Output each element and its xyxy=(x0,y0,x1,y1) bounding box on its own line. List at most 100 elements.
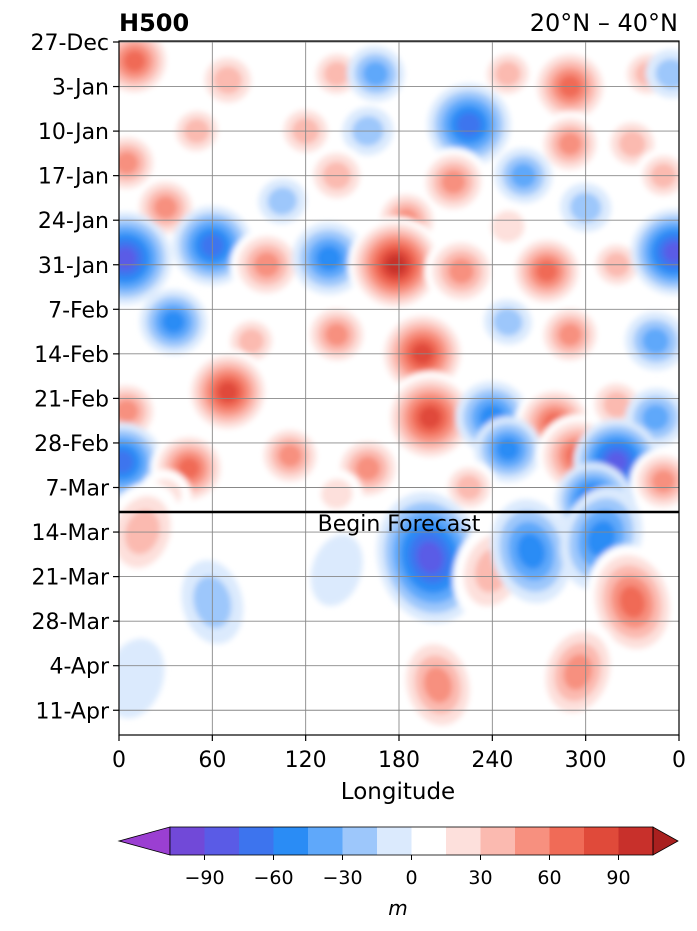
colorbar-segment xyxy=(618,827,654,855)
anomaly-contour xyxy=(493,308,523,336)
anomaly-cell xyxy=(480,200,536,253)
anomaly-contour xyxy=(119,151,139,175)
anomaly-contour xyxy=(310,534,363,606)
anomaly-cell xyxy=(508,233,586,309)
anomaly-contour xyxy=(362,61,389,87)
colorbar-tick-label: 60 xyxy=(537,867,561,889)
colorbar-segment xyxy=(446,827,481,855)
anomaly-contour xyxy=(321,478,353,509)
anomaly-contour xyxy=(119,450,134,474)
y-tick-label: 4-Apr xyxy=(49,655,109,680)
region-label: 20°N – 40°N xyxy=(530,9,678,37)
anomaly-contour xyxy=(324,61,350,87)
colorbar-segment xyxy=(411,827,447,855)
gridlines xyxy=(119,41,679,735)
colorbar-segment xyxy=(204,827,240,855)
anomaly-contour xyxy=(153,196,178,219)
anomaly-cell xyxy=(631,209,679,295)
anomaly-contour xyxy=(651,469,676,493)
anomaly-cell xyxy=(427,83,511,166)
anomaly-cell xyxy=(256,422,324,489)
x-tick-label: 240 xyxy=(471,748,513,773)
colorbar-tick-label: 30 xyxy=(468,867,492,889)
x-tick-label: 0 xyxy=(112,748,126,773)
anomaly-contour xyxy=(655,58,679,89)
anomaly-contour xyxy=(586,520,616,557)
y-tick-label: 14-Feb xyxy=(34,343,109,368)
y-tick-label: 11-Apr xyxy=(35,699,109,724)
y-tick-label: 7-Feb xyxy=(48,298,109,323)
colorbar-segment xyxy=(515,827,550,855)
anomaly-contour xyxy=(423,666,452,703)
anomaly-contour xyxy=(119,638,165,719)
begin-forecast-label: Begin Forecast xyxy=(318,512,481,537)
colorbar-tick-label: −60 xyxy=(253,867,293,889)
anomaly-contour xyxy=(119,399,139,423)
x-tick-label: 300 xyxy=(565,748,607,773)
anomaly-cell xyxy=(490,499,572,604)
anomaly-cell xyxy=(418,147,489,217)
anomaly-contour xyxy=(491,210,525,243)
anomaly-cell xyxy=(474,416,542,483)
y-tick-label: 24-Jan xyxy=(38,209,109,234)
anomaly-contour xyxy=(496,437,520,461)
anomaly-cell xyxy=(536,302,604,368)
colorbar-tick-label: 90 xyxy=(606,867,630,889)
anomaly-contour xyxy=(457,112,481,137)
anomaly-cell xyxy=(119,212,172,305)
anomaly-cell xyxy=(119,638,165,719)
colorbar-extend-high xyxy=(652,826,679,856)
anomaly-contour xyxy=(663,241,679,263)
anomaly-contour xyxy=(418,406,442,429)
anomaly-contour xyxy=(558,132,582,156)
anomaly-cell xyxy=(258,178,307,224)
y-tick-label: 28-Feb xyxy=(34,432,109,457)
anomaly-contour xyxy=(178,457,200,480)
anomaly-contour xyxy=(558,323,582,347)
colorbar-tick-label: 0 xyxy=(405,867,417,889)
y-tick-label: 21-Feb xyxy=(34,387,109,412)
y-tick-label: 3-Jan xyxy=(52,76,109,101)
anomaly-cell xyxy=(346,46,405,102)
colorbar-tick-label: −30 xyxy=(322,867,362,889)
anomaly-contour xyxy=(267,187,298,215)
anomaly-cell xyxy=(536,620,619,724)
x-tick-label: 120 xyxy=(285,748,327,773)
anomaly-contour xyxy=(535,260,558,282)
anomaly-contour xyxy=(355,456,381,481)
anomaly-contour xyxy=(642,404,670,431)
anomaly-cell xyxy=(587,544,678,660)
colorbar-extend-low xyxy=(117,826,171,856)
anomaly-cell xyxy=(397,632,479,735)
colorbar-segment xyxy=(549,827,585,855)
colorbar-segment xyxy=(273,827,309,855)
colorbar-unit-label: m xyxy=(388,896,407,920)
x-tick-label: 0 xyxy=(672,748,686,773)
y-tick-label: 31-Jan xyxy=(38,254,109,279)
colorbar-segment xyxy=(342,827,378,855)
anomaly-cell xyxy=(332,433,404,503)
colorbar-segment xyxy=(170,827,205,855)
y-axis: 27-Dec 3-Jan 10-Jan 17-Jan 24-Jan 31-Jan 7-Feb… xyxy=(30,31,119,724)
anomaly-cell xyxy=(184,349,272,435)
y-tick-label: 14-Mar xyxy=(32,521,110,546)
y-tick-label: 10-Jan xyxy=(38,120,109,145)
colorbar-tick-label: −90 xyxy=(184,867,224,889)
anomaly-cell xyxy=(310,534,363,606)
anomaly-contour xyxy=(563,654,593,690)
colorbar: −90 −60 −30 0 30 60 90 xyxy=(117,826,679,889)
anomaly-cell xyxy=(311,469,363,519)
anomaly-field xyxy=(119,41,679,735)
x-tick-label: 60 xyxy=(198,748,226,773)
y-tick-label: 27-Dec xyxy=(30,31,109,56)
anomaly-cell xyxy=(119,422,163,502)
anomaly-cell xyxy=(292,222,366,295)
colorbar-segment xyxy=(377,827,412,855)
anomaly-contour xyxy=(123,50,146,72)
anomaly-contour xyxy=(161,310,186,334)
y-tick-label: 17-Jan xyxy=(38,165,109,190)
anomaly-cell xyxy=(484,299,532,345)
anomaly-contour xyxy=(217,381,239,403)
anomaly-cell xyxy=(376,491,484,624)
x-axis-label: Longitude xyxy=(341,779,455,805)
